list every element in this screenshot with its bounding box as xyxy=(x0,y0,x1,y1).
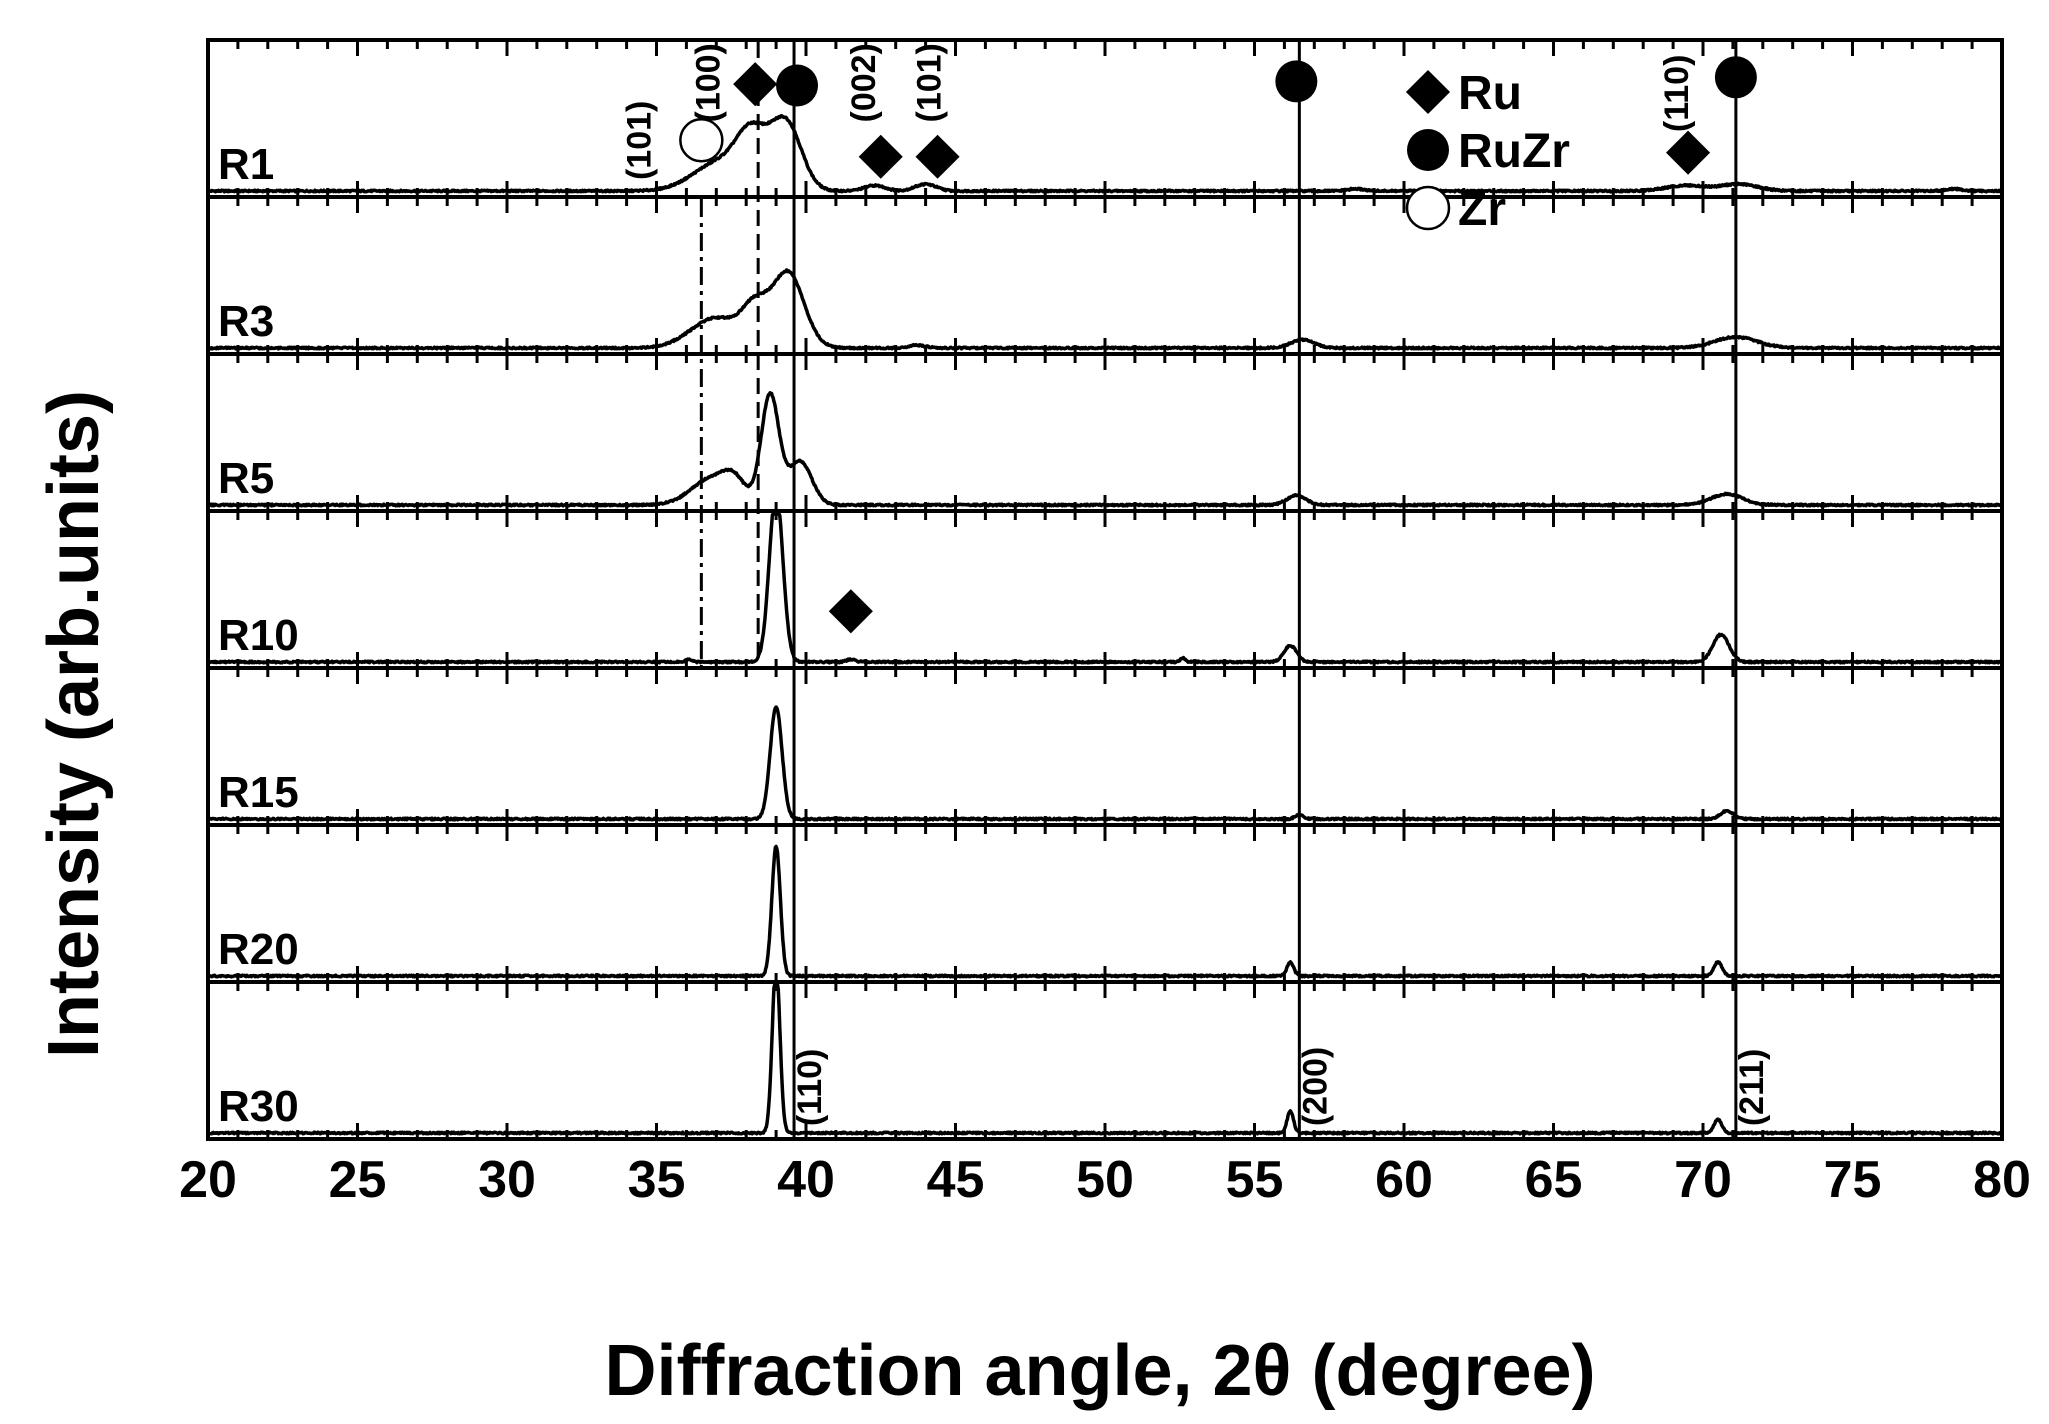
phase-markers xyxy=(679,56,1757,634)
x-tick-label: 25 xyxy=(329,1151,387,1209)
diamond-marker xyxy=(733,62,778,107)
legend-label-ru: Ru xyxy=(1458,67,1522,120)
sample-label-r10: R10 xyxy=(218,611,299,660)
sample-label-r15: R15 xyxy=(218,768,299,817)
x-tick-label: 60 xyxy=(1375,1151,1433,1209)
open-circle-marker xyxy=(1405,185,1451,231)
diamond-marker xyxy=(858,134,903,179)
x-tick-label: 20 xyxy=(179,1151,237,1209)
miller-label: (101) xyxy=(911,43,949,122)
sample-label-r5: R5 xyxy=(218,454,274,503)
filled-circle-marker xyxy=(1407,129,1449,171)
x-axis-title: Diffraction angle, 2θ (degree) xyxy=(604,1331,1595,1411)
x-tick-label: 65 xyxy=(1525,1151,1583,1209)
miller-label: (211) xyxy=(1733,1049,1771,1127)
series-curve-r5 xyxy=(206,391,2004,508)
filled-circle-marker xyxy=(1275,60,1318,103)
miller-label: (100) xyxy=(689,43,727,122)
sample-label-r1: R1 xyxy=(218,140,274,189)
series-curve-r15 xyxy=(206,705,2004,822)
miller-label: (110) xyxy=(791,1049,829,1127)
x-tick-label: 80 xyxy=(1973,1151,2031,1209)
x-tick-label: 75 xyxy=(1824,1151,1882,1209)
x-tick-label: 35 xyxy=(628,1151,686,1209)
x-tick-label: 50 xyxy=(1076,1151,1134,1209)
legend-label-zr: Zr xyxy=(1458,183,1506,236)
series-curve-r30 xyxy=(206,983,2004,1136)
miller-label: (110) xyxy=(1658,55,1696,133)
x-tick-label: 30 xyxy=(478,1151,536,1209)
series-curves xyxy=(206,114,2004,1136)
sample-labels: R1 R3 R5 R10 R15 R20 R30 xyxy=(218,140,299,1131)
series-curve-r3 xyxy=(206,268,2004,351)
x-tick-label: 45 xyxy=(927,1151,985,1209)
diamond-marker xyxy=(1666,130,1711,175)
miller-label: (101) xyxy=(621,101,659,180)
series-curve-r10 xyxy=(206,512,2004,665)
miller-label: (002) xyxy=(845,43,883,122)
sample-label-r20: R20 xyxy=(218,925,299,974)
miller-index-labels: (101) (100) (002) (101) (110) (110) (200) (211) xyxy=(621,43,1771,1126)
filled-circle-marker xyxy=(1714,56,1757,99)
filled-circle-marker xyxy=(776,64,819,107)
reference-lines xyxy=(699,42,1738,1137)
sample-label-r3: R3 xyxy=(218,297,274,346)
open-circle-marker xyxy=(679,118,724,163)
x-tick-label: 40 xyxy=(777,1151,835,1209)
x-tick-label: 55 xyxy=(1226,1151,1284,1209)
y-axis-title: Intensity (arb.units) xyxy=(34,390,114,1058)
diamond-marker xyxy=(828,589,873,634)
legend-label-ruzr: RuZr xyxy=(1458,125,1570,178)
miller-label: (200) xyxy=(1296,1047,1334,1126)
x-tick-label: 70 xyxy=(1674,1151,1732,1209)
series-curve-r1 xyxy=(206,114,2004,194)
series-curve-r20 xyxy=(206,844,2004,979)
x-tick-labels: 20 25 30 35 40 45 50 55 60 65 70 75 80 xyxy=(179,1151,2031,1209)
diamond-marker xyxy=(915,134,960,179)
diamond-marker xyxy=(1405,69,1451,115)
sample-label-r30: R30 xyxy=(218,1082,299,1131)
